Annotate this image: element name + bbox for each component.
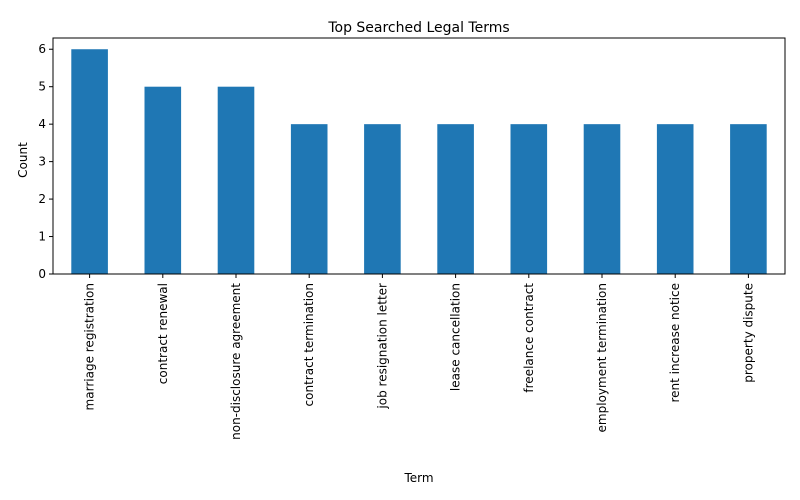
x-tick-label: freelance contract <box>522 283 536 393</box>
x-tick-label: rent increase notice <box>668 283 682 403</box>
y-tick-label: 2 <box>38 192 46 206</box>
bar <box>656 124 694 275</box>
x-tick-label: marriage registration <box>83 283 97 410</box>
bar <box>510 124 548 275</box>
bar <box>290 124 328 275</box>
bar <box>583 124 621 275</box>
y-axis: 0 1 2 3 4 5 6 <box>38 42 53 281</box>
x-tick-label: property dispute <box>741 283 755 383</box>
y-tick-label: 6 <box>38 42 46 56</box>
x-tick-label: job resignation letter <box>375 283 389 410</box>
x-tick-label: non-disclosure agreement <box>229 283 243 440</box>
plot-frame <box>52 37 786 275</box>
bar <box>144 86 182 274</box>
x-tick-label: employment termination <box>595 283 609 432</box>
y-tick-label: 0 <box>38 267 46 281</box>
x-tick-label: contract termination <box>302 283 316 406</box>
y-tick-label: 5 <box>38 80 46 94</box>
chart-title: Top Searched Legal Terms <box>327 20 509 36</box>
bar <box>217 86 255 274</box>
y-tick-label: 3 <box>38 155 46 169</box>
bar <box>730 124 767 275</box>
x-axis-label: Term <box>403 471 433 485</box>
bars <box>71 49 767 275</box>
bar <box>364 124 401 275</box>
y-tick-label: 1 <box>38 230 46 244</box>
x-axis: marriage registration contract renewal non… <box>83 274 755 440</box>
y-tick-label: 4 <box>38 117 46 131</box>
y-axis-label: Count <box>16 142 30 178</box>
x-tick-label: lease cancellation <box>449 283 463 391</box>
bar <box>437 124 474 275</box>
x-tick-label: contract renewal <box>156 283 170 384</box>
bar <box>71 49 108 274</box>
